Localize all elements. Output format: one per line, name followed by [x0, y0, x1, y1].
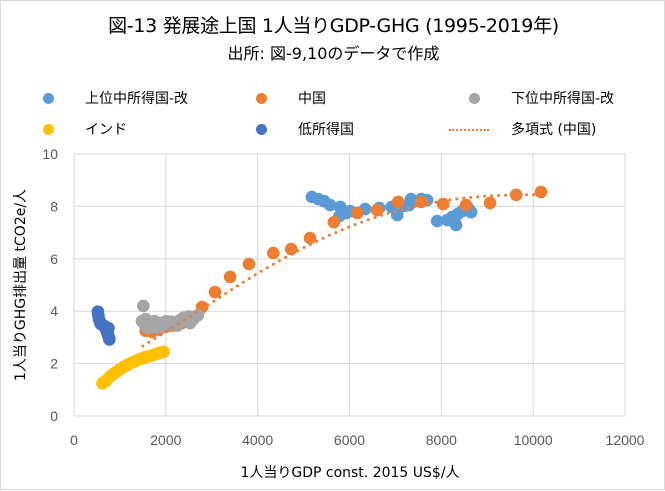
data-point-china [509, 188, 523, 202]
x-axis-title: 1人当りGDP const. 2015 US$/人 [240, 465, 459, 481]
y-tick-label: 2 [50, 356, 58, 372]
data-point-china [414, 195, 428, 209]
data-point-china [534, 185, 548, 199]
y-tick-labels: 0 2 4 6 8 10 [42, 146, 58, 424]
data-point-upper-middle [449, 218, 463, 232]
y-tick-label: 8 [50, 198, 58, 214]
legend-marker-india [43, 124, 54, 135]
data-point-upper-middle [323, 198, 337, 212]
x-tick-label: 6000 [334, 432, 365, 448]
gridlines [73, 153, 626, 417]
legend-label-low-income: 低所得国 [298, 122, 354, 138]
x-tick-labels: 0 2000 4000 6000 8000 10000 12000 [70, 432, 645, 448]
legend-label-lower-middle: 下位中所得国-改 [511, 91, 615, 107]
y-tick-label: 4 [50, 303, 58, 319]
data-point-lower-middle [159, 314, 173, 328]
data-point-low-income [102, 321, 115, 335]
data-point-india [157, 345, 170, 359]
legend-label-china: 中国 [298, 91, 326, 107]
data-point-china [483, 196, 497, 210]
data-point-china [327, 215, 341, 229]
y-tick-label: 10 [42, 146, 58, 162]
data-point-china [266, 246, 280, 260]
data-point-lower-middle [137, 299, 150, 313]
data-point-low-income [103, 333, 116, 346]
legend-marker-upper-middle [43, 93, 54, 104]
x-tick-label: 8000 [426, 432, 457, 448]
data-point-china [370, 203, 384, 217]
trendline-china-polynomial [141, 193, 544, 348]
data-point-china [303, 231, 317, 245]
data-point-china [284, 242, 298, 256]
legend-trendline-icon [449, 129, 489, 131]
data-point-china [351, 206, 364, 220]
x-tick-label: 12000 [606, 432, 645, 448]
x-tick-label: 10000 [514, 432, 553, 448]
data-point-china [459, 198, 473, 212]
series-lower-middle [135, 299, 205, 335]
data-point-china [223, 270, 237, 284]
trendline-layer [141, 193, 544, 348]
legend-marker-china [256, 93, 267, 104]
legend-label-trendline: 多項式 (中国) [511, 122, 597, 138]
data-point-china [391, 195, 405, 209]
series-india [96, 345, 170, 390]
legend-label-india: インド [85, 122, 127, 138]
data-point-lower-middle [171, 319, 184, 332]
x-tick-label: 0 [70, 432, 78, 448]
data-point-china [208, 285, 222, 299]
data-point-china [436, 197, 450, 211]
legend-label-upper-middle: 上位中所得国-改 [85, 91, 189, 107]
y-tick-label: 0 [50, 408, 58, 424]
y-tick-label: 6 [50, 251, 58, 267]
chart-title: 図-13 発展途上国 1人当りGDP-GHG (1995-2019年) [108, 15, 559, 37]
x-tick-label: 2000 [150, 432, 181, 448]
data-point-china [242, 257, 256, 271]
data-point-upper-middle [404, 192, 418, 206]
x-tick-label: 4000 [242, 432, 273, 448]
legend-marker-low-income [256, 124, 267, 135]
series-layer [91, 185, 548, 390]
chart-subtitle: 出所: 図-9,10のデータで作成 [227, 44, 440, 63]
y-axis-title: 1人当りGHG排出量 tCO2e/人 [13, 189, 29, 381]
data-point-lower-middle [150, 321, 163, 334]
legend-marker-lower-middle [469, 93, 480, 104]
data-point-upper-middle [430, 214, 444, 228]
series-low-income [91, 305, 116, 346]
